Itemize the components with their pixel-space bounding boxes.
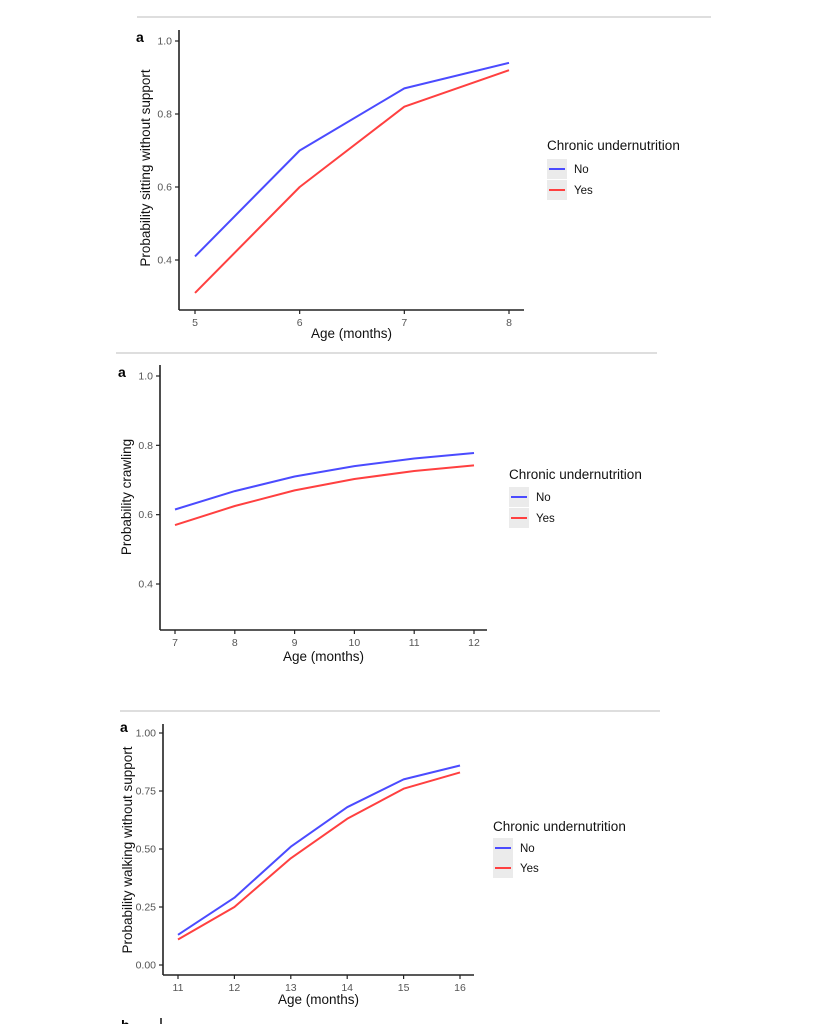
panel-label: a [118,364,126,380]
next-panel-label: b [121,1017,130,1024]
series-line-no [194,61,510,258]
x-tick-label: 15 [398,982,410,994]
y-tick-label: 0.4 [157,255,172,267]
series-line-yes [194,69,510,294]
legend-title: Chronic undernutrition [509,467,642,482]
series-line-no [174,452,475,511]
x-tick-label: 10 [349,637,361,649]
y-tick-label: 1.0 [138,371,153,383]
x-tick-label: 9 [292,637,298,649]
legend-label: No [536,492,551,504]
series-line-no [177,764,461,936]
x-tick-label: 7 [172,637,178,649]
x-tick-label: 8 [506,317,512,329]
y-tick-label: 0.6 [157,182,172,194]
y-tick-label: 1.00 [136,728,157,740]
legend-label: No [574,164,589,176]
panel-label: a [120,719,128,735]
y-tick-label: 0.4 [138,579,153,591]
y-tick-label: 0.8 [157,109,172,121]
panel-label: a [136,29,144,45]
legend-label: Yes [520,863,539,875]
series-line-yes [174,464,475,527]
y-tick-label: 0.00 [136,960,157,972]
legend-title: Chronic undernutrition [493,819,626,834]
x-tick-label: 8 [232,637,238,649]
x-tick-label: 5 [192,317,198,329]
y-axis-label: Probability walking without support [120,746,135,953]
y-tick-label: 0.75 [136,786,157,798]
y-axis-label: Probability sitting without support [138,69,153,267]
y-tick-label: 0.6 [138,509,153,521]
x-tick-label: 6 [297,317,303,329]
legend-label: No [520,843,535,855]
x-axis-label: Age (months) [278,992,359,1007]
y-tick-label: 1.0 [157,36,172,48]
y-tick-label: 0.8 [138,440,153,452]
x-tick-label: 13 [285,982,297,994]
x-tick-label: 16 [454,982,466,994]
y-tick-label: 0.50 [136,844,157,856]
x-tick-label: 12 [468,637,480,649]
legend-title: Chronic undernutrition [547,138,680,153]
x-axis-label: Age (months) [311,326,392,341]
series-line-yes [177,771,461,941]
legend-label: Yes [574,185,593,197]
chart-crawling: a 0.4 0.6 0.8 1.0 7 8 9 10 11 12 Age (months) Probab… [118,364,642,664]
x-tick-label: 14 [341,982,353,994]
x-tick-label: 11 [173,982,184,994]
chart-sitting: a 0.4 0.6 0.8 1.0 5 6 7 8 Age (months) Probability… [136,29,680,341]
x-tick-label: 11 [409,637,420,649]
x-axis-label: Age (months) [283,649,364,664]
x-tick-label: 7 [401,317,407,329]
legend-label: Yes [536,513,555,525]
y-axis-label: Probability crawling [119,439,134,555]
y-tick-label: 0.25 [136,902,157,914]
x-tick-label: 12 [229,982,241,994]
chart-walking: a 0.00 0.25 0.50 0.75 1.00 11 12 13 14 15 16 Age (mo… [120,719,626,1007]
